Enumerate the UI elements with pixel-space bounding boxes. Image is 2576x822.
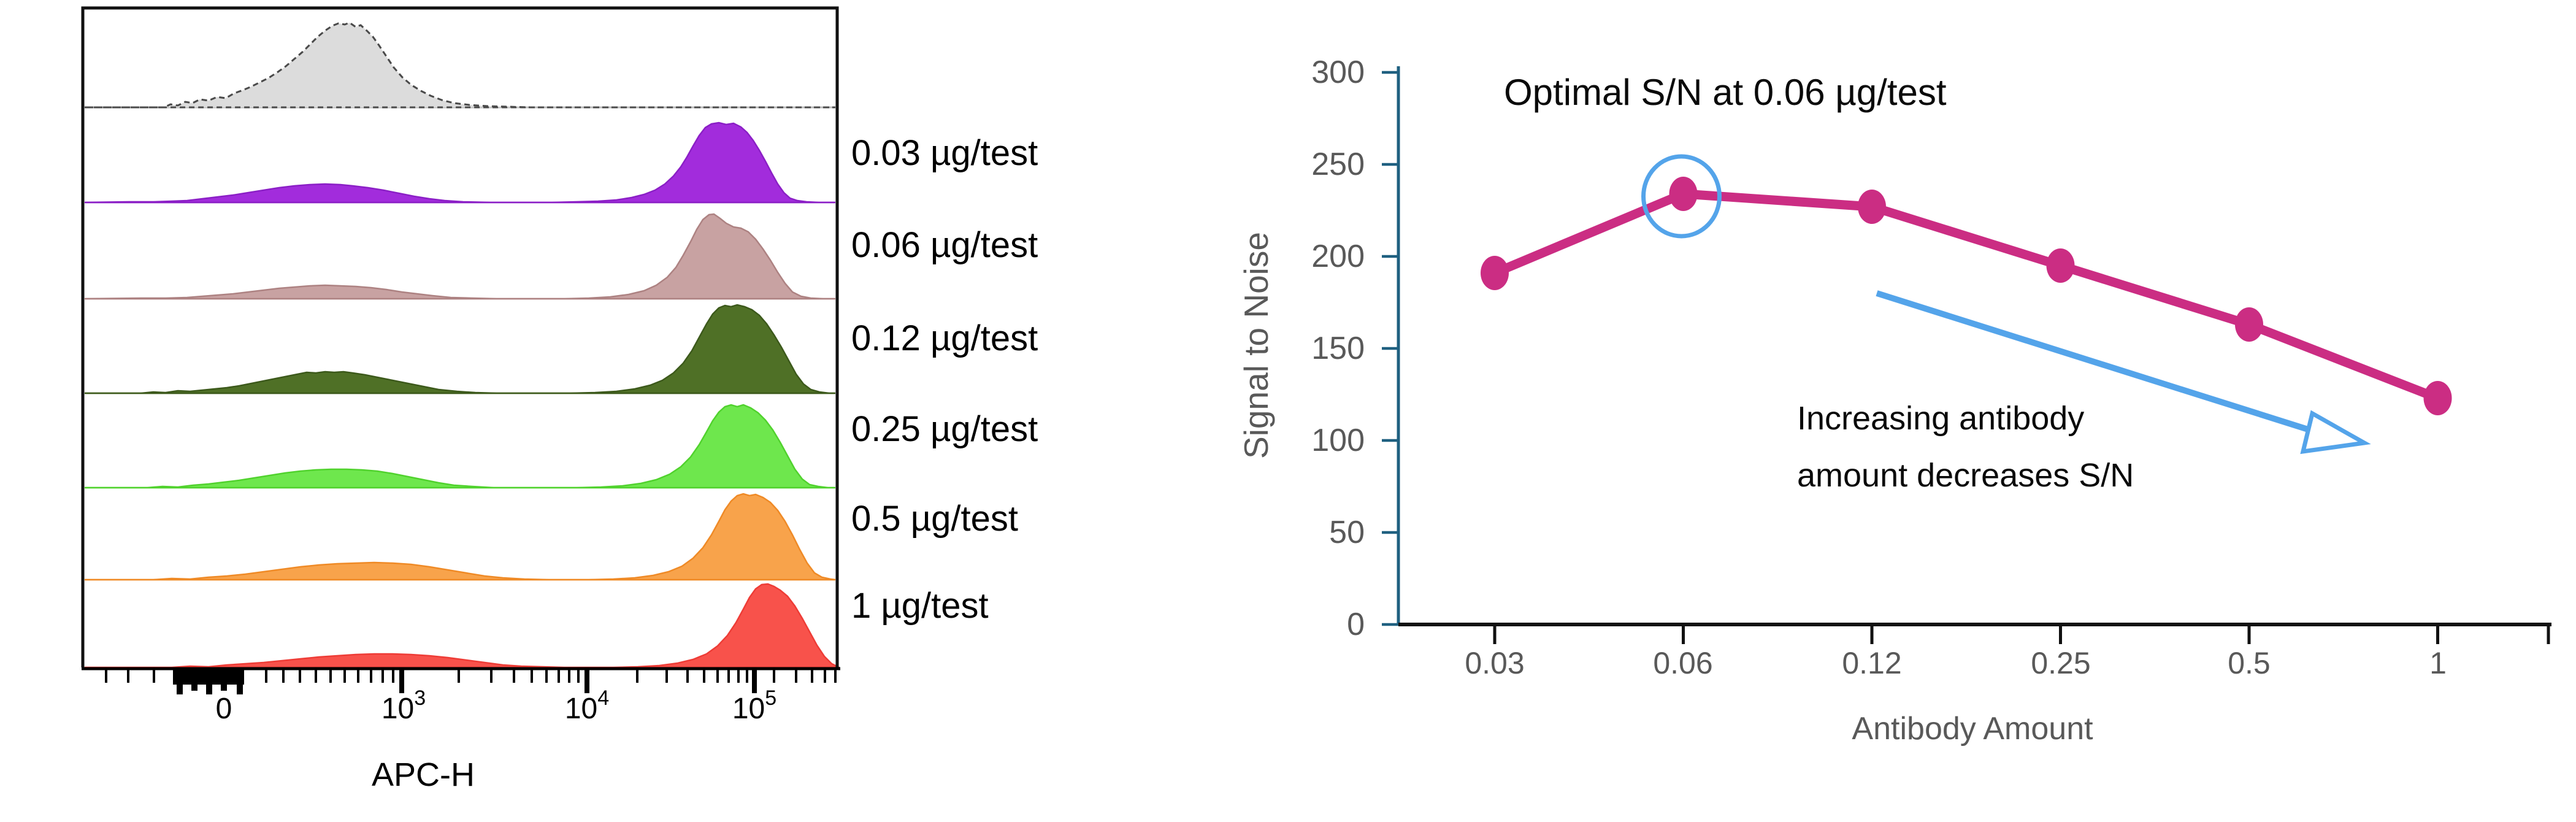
y-tick-0: 0 xyxy=(1347,607,1365,642)
sn-data-point xyxy=(2423,381,2452,415)
y-tick-200: 200 xyxy=(1311,239,1365,274)
y-tick-300: 300 xyxy=(1311,55,1365,90)
y-tick-250: 250 xyxy=(1311,147,1365,182)
histogram-05 xyxy=(85,493,836,581)
sn-data-point xyxy=(1481,256,1509,290)
y-tick-150: 150 xyxy=(1311,331,1365,366)
histogram-1 xyxy=(85,583,840,669)
sn-data-point xyxy=(1669,177,1698,211)
x-axis-ticks xyxy=(1493,624,2550,644)
trend-annotation: Increasing antibody amount decreases S/N xyxy=(1797,390,2134,504)
sn-data-point xyxy=(2046,248,2075,283)
histogram-025 xyxy=(85,404,835,489)
y-axis-title: Signal to Noise xyxy=(1237,232,1275,459)
row-label-025: 0.25 µg/test xyxy=(851,409,1038,449)
x-tick-025: 0.25 xyxy=(2031,646,2091,680)
x-tick-006: 0.06 xyxy=(1653,646,1713,680)
plot-box-border xyxy=(81,6,839,667)
x-tick-003: 0.03 xyxy=(1465,646,1525,680)
sn-series-line xyxy=(1490,189,2442,403)
apc-axis-title: APC-H xyxy=(371,756,475,793)
flow-histograms-plot xyxy=(81,6,840,694)
y-tick-100: 100 xyxy=(1311,423,1365,458)
row-label-05: 0.5 µg/test xyxy=(851,499,1019,539)
optimal-point-highlight-circle xyxy=(1641,154,1722,239)
apc-axis-minor-ticks xyxy=(105,669,837,683)
row-label-1: 1 µg/test xyxy=(851,586,989,626)
chart-title: Optimal S/N at 0.06 µg/test xyxy=(1504,72,1947,113)
sn-chart-plot xyxy=(1382,66,2551,644)
row-label-003: 0.03 µg/test xyxy=(851,133,1038,173)
y-axis-ticks xyxy=(1382,71,1398,626)
x-tick-05: 0.5 xyxy=(2228,646,2271,680)
sn-data-point xyxy=(2235,307,2263,342)
apc-axis-zero-tick-cluster xyxy=(173,669,244,694)
histogram-006 xyxy=(84,213,835,300)
trend-arrow-head xyxy=(2300,410,2371,455)
apc-tick-1e4: 104 xyxy=(564,686,610,725)
trend-annotation-line2: amount decreases S/N xyxy=(1797,457,2134,494)
apc-tick-0: 0 xyxy=(215,693,232,725)
x-tick-1: 1 xyxy=(2429,646,2447,680)
sn-data-point xyxy=(1858,190,1886,224)
x-tick-012: 0.12 xyxy=(1842,646,1902,680)
trend-annotation-line1: Increasing antibody xyxy=(1797,400,2085,437)
histogram-unstained xyxy=(85,21,835,109)
histogram-003 xyxy=(84,121,835,204)
row-label-012: 0.12 µg/test xyxy=(851,318,1038,358)
row-label-006: 0.06 µg/test xyxy=(851,225,1038,265)
trend-arrow-shaft xyxy=(1876,290,2321,436)
x-axis-title: Antibody Amount xyxy=(1852,711,2093,747)
apc-axis-major-ticks xyxy=(399,669,757,693)
apc-tick-1e3: 103 xyxy=(381,686,426,725)
y-tick-50: 50 xyxy=(1329,515,1365,550)
sn-series-points xyxy=(1481,177,2452,415)
histogram-012 xyxy=(85,304,835,394)
apc-tick-1e5: 105 xyxy=(732,686,777,725)
